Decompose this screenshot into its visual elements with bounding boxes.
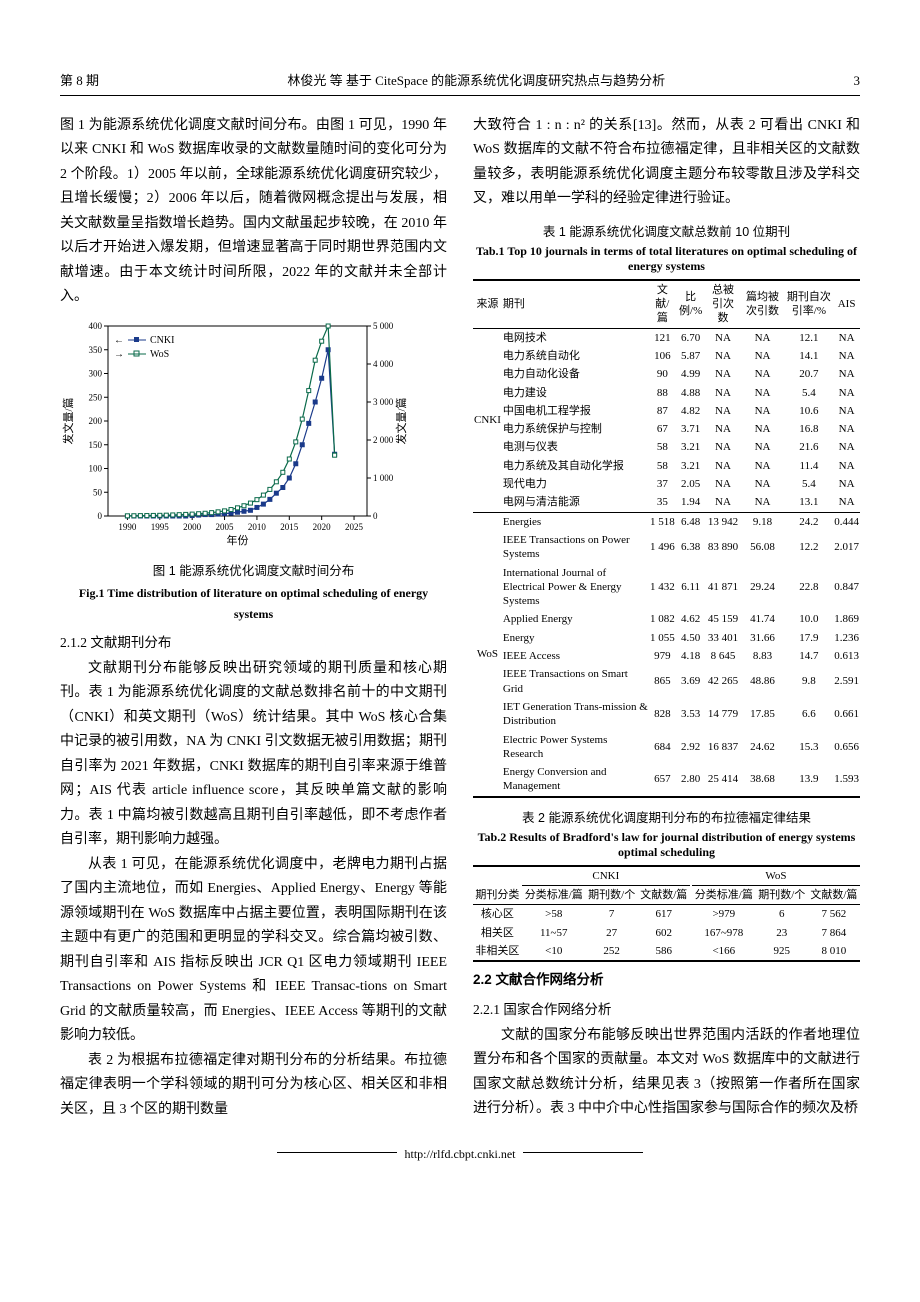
figure-1-svg: 19901995200020052010201520202025年份050100… — [60, 318, 415, 548]
page-footer: http://rlfd.cbpt.cnki.net — [60, 1144, 860, 1165]
tab1-caption-en: Tab.1 Top 10 journals in terms of total … — [473, 244, 860, 275]
svg-text:3 000: 3 000 — [373, 397, 394, 407]
tab2-caption-en: Tab.2 Results of Bradford's law for jour… — [473, 830, 860, 861]
svg-text:1995: 1995 — [151, 522, 170, 532]
svg-text:2000: 2000 — [183, 522, 202, 532]
right-column: 大致符合 1 : n : n² 的关系[13]。然而，从表 2 可看出 CNKI… — [473, 114, 860, 1123]
fig1-caption-cn: 图 1 能源系统优化调度文献时间分布 — [60, 561, 447, 583]
svg-text:250: 250 — [89, 392, 103, 402]
svg-text:100: 100 — [89, 463, 103, 473]
svg-text:150: 150 — [89, 440, 103, 450]
section-2-2-1: 2.2.1 国家合作网络分析 — [473, 998, 860, 1022]
section-2-1-2: 2.1.2 文献期刊分布 — [60, 631, 447, 655]
svg-text:400: 400 — [89, 321, 103, 331]
svg-text:2005: 2005 — [216, 522, 235, 532]
para-journal-analysis: 从表 1 可见，在能源系统优化调度中，老牌电力期刊占据了国内主流地位，而如 En… — [60, 853, 447, 1049]
svg-text:1 000: 1 000 — [373, 473, 394, 483]
page-number: 3 — [853, 70, 860, 93]
svg-text:0: 0 — [373, 511, 378, 521]
svg-text:CNKI: CNKI — [150, 335, 174, 346]
svg-text:0: 0 — [98, 511, 103, 521]
table-1: 来源期刊 文献/篇比例/%总被引次数 篇均被次引数期刊自次引率/%AISCNKI… — [473, 279, 860, 798]
svg-text:2 000: 2 000 — [373, 435, 394, 445]
para-bradford: 表 2 为根据布拉德福定律对期刊分布的分析结果。布拉德福定律表明一个学科领域的期… — [60, 1049, 447, 1123]
svg-text:WoS: WoS — [150, 349, 169, 360]
svg-text:→: → — [114, 349, 124, 360]
table-2: 期刊分类 CNKIWoS 分类标准/篇期刊数/个文献数/篇 分类标准/篇期刊数/… — [473, 865, 860, 962]
svg-text:200: 200 — [89, 416, 103, 426]
svg-text:2010: 2010 — [248, 522, 266, 532]
svg-text:1990: 1990 — [118, 522, 137, 532]
fig1-caption-en: Fig.1 Time distribution of literature on… — [60, 583, 447, 625]
para-intro: 图 1 为能源系统优化调度文献时间分布。由图 1 可见，1990 年以来 CNK… — [60, 114, 447, 310]
svg-text:2015: 2015 — [280, 522, 299, 532]
footer-url: http://rlfd.cbpt.cnki.net — [405, 1147, 516, 1161]
svg-text:发文量/篇: 发文量/篇 — [61, 397, 75, 444]
para-country: 文献的国家分布能够反映出世界范围内活跃的作者地理位置分布和各个国家的贡献量。本文… — [473, 1024, 860, 1122]
svg-text:年份: 年份 — [227, 533, 249, 547]
svg-text:5 000: 5 000 — [373, 321, 394, 331]
figure-1: 19901995200020052010201520202025年份050100… — [60, 318, 447, 558]
tab1-caption-cn: 表 1 能源系统优化调度文献总数前 10 位期刊 — [473, 222, 860, 244]
issue-label: 第 8 期 — [60, 70, 99, 93]
svg-text:2020: 2020 — [313, 522, 332, 532]
section-2-2: 2.2 文献合作网络分析 — [473, 968, 860, 992]
svg-text:4 000: 4 000 — [373, 359, 394, 369]
tab2-caption-cn: 表 2 能源系统优化调度期刊分布的布拉德福定律结果 — [473, 808, 860, 830]
para-journal-dist: 文献期刊分布能够反映出研究领域的期刊质量和核心期刊。表 1 为能源系统优化调度的… — [60, 657, 447, 853]
left-column: 图 1 为能源系统优化调度文献时间分布。由图 1 可见，1990 年以来 CNK… — [60, 114, 447, 1123]
svg-text:350: 350 — [89, 345, 103, 355]
svg-text:发文量/篇: 发文量/篇 — [394, 397, 408, 444]
para-bradford-cont: 大致符合 1 : n : n² 的关系[13]。然而，从表 2 可看出 CNKI… — [473, 114, 860, 212]
svg-text:300: 300 — [89, 368, 103, 378]
svg-text:2025: 2025 — [345, 522, 364, 532]
running-title: 林俊光 等 基于 CiteSpace 的能源系统优化调度研究热点与趋势分析 — [287, 70, 665, 93]
running-header: 第 8 期 林俊光 等 基于 CiteSpace 的能源系统优化调度研究热点与趋… — [60, 70, 860, 96]
svg-text:←: ← — [114, 335, 124, 346]
svg-text:50: 50 — [93, 487, 103, 497]
